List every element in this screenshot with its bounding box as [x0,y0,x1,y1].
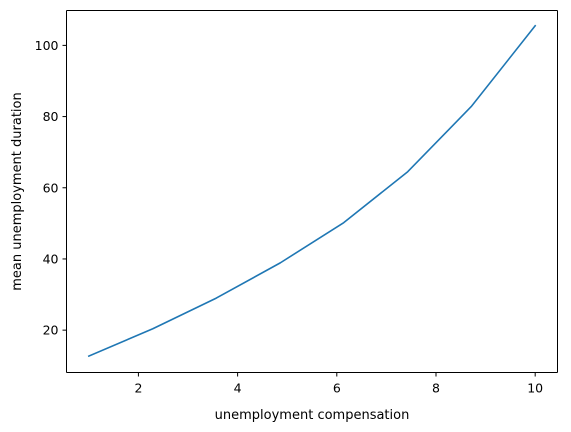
chart-marks [87,24,537,358]
y-tick-label: 80 [43,109,59,124]
x-tick-label: 4 [234,381,242,396]
y-axis-label: mean unemployment duration [10,92,25,291]
x-axis-label: unemployment compensation [215,408,410,423]
series-line-0 [87,24,537,358]
plot-area [66,10,558,373]
x-tick-label: 2 [134,381,142,396]
y-tick-label: 20 [43,323,59,338]
y-tick-label: 100 [35,38,59,53]
x-tick-label: 10 [527,381,543,396]
y-tick-label: 40 [43,251,59,266]
axes [66,10,558,373]
x-tick-label: 6 [333,381,341,396]
ticks: 2 4 6 8 10 20 40 60 80 100 [35,38,544,396]
y-tick-label: 60 [43,180,59,195]
x-tick-label: 8 [432,381,440,396]
